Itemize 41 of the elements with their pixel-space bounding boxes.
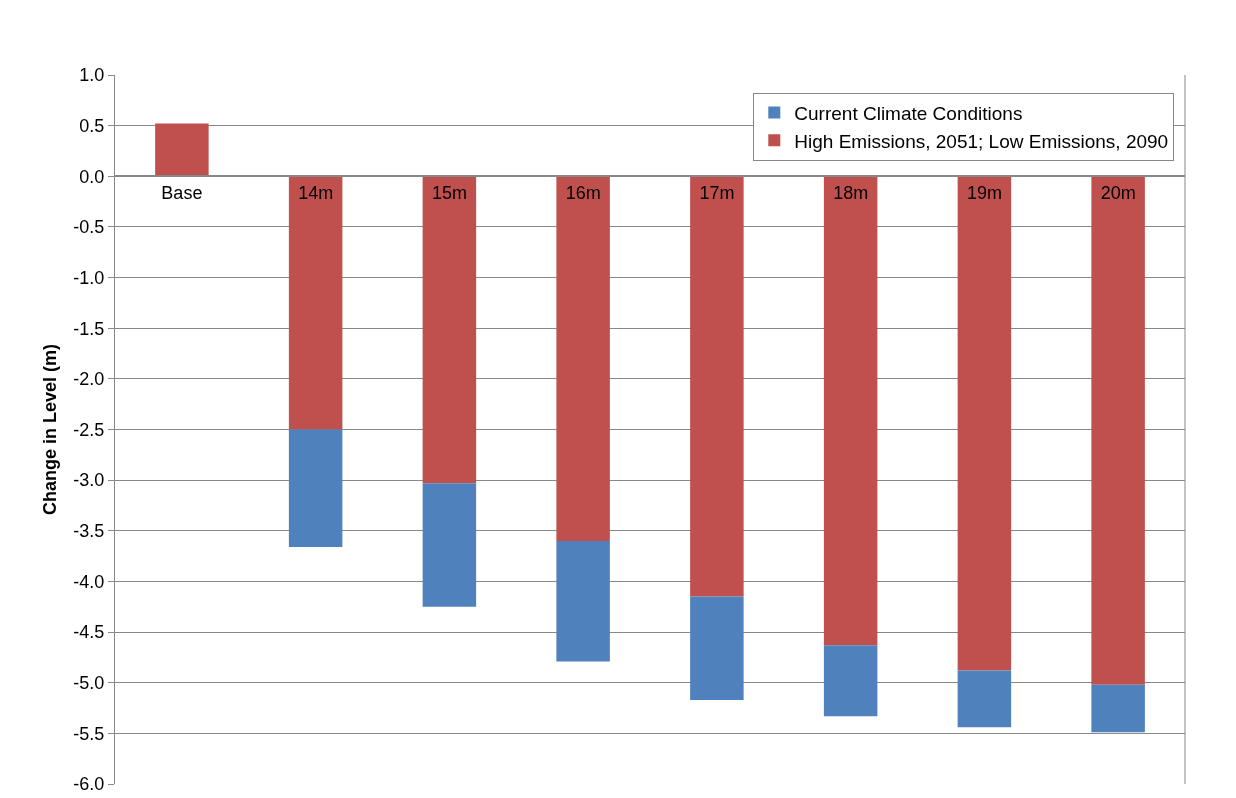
x-tick-label: 18m [833,182,869,203]
x-tick-label: 16m [565,182,601,203]
bar [690,596,744,700]
y-tick-label: -6.0 [73,774,105,795]
y-tick-label: 0.0 [79,166,105,187]
y-tick-label: -3.0 [73,470,105,491]
bar [556,176,610,541]
bar [288,176,343,430]
bar [957,670,1012,728]
y-tick-label: -5.0 [73,673,105,694]
y-tick-label: -5.5 [73,723,105,744]
bar [1091,176,1145,685]
bar [690,176,744,597]
y-tick-label: -4.5 [73,622,105,643]
bar [422,176,477,484]
bar [823,645,878,717]
bar [556,540,610,662]
legend-label: High Emissions, 2051; Low Emissions, 2090 [794,130,1169,152]
y-tick-label: -3.5 [73,521,105,542]
y-tick-label: 0.5 [79,115,105,136]
bar [823,176,878,646]
x-tick-label: 19m [966,182,1002,203]
y-tick-label: -1.5 [73,318,105,339]
bar [957,176,1012,671]
bar [1091,684,1145,733]
bar [155,123,209,177]
y-tick-label: -2.5 [73,419,105,440]
x-tick-label: 14m [298,182,334,203]
y-tick-label: -0.5 [73,217,105,238]
x-tick-label: 15m [431,182,467,203]
y-tick-label: -2.0 [73,369,105,390]
y-tick-label: -1.0 [73,267,105,288]
y-tick-label: -4.0 [73,571,105,592]
bar [288,429,343,547]
x-tick-label: 17m [699,182,735,203]
y-axis-title: Change in Level (m) [39,343,60,516]
x-tick-label: Base [161,182,203,203]
legend-label: Current Climate Conditions [794,102,1023,124]
bar [422,483,477,607]
x-tick-label: 20m [1100,182,1136,203]
y-tick-label: 1.0 [79,65,105,86]
